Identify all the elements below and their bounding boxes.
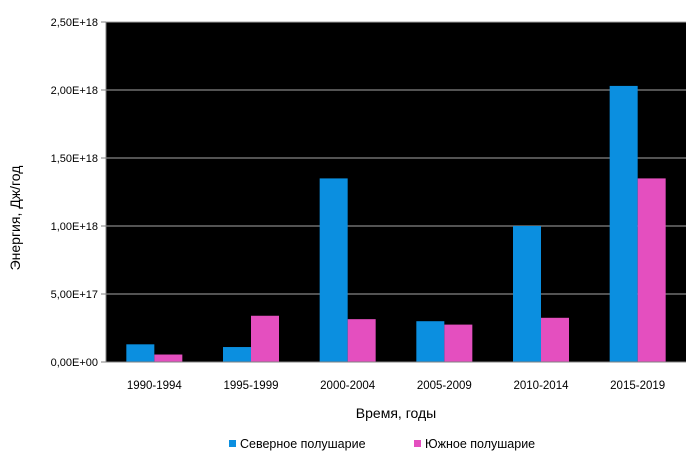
plot-area xyxy=(106,22,686,362)
x-tick-label: 2000-2004 xyxy=(320,380,376,392)
bar-south-1995-1999 xyxy=(251,315,279,362)
legend-label: Северное полушарие xyxy=(240,437,366,451)
x-tick-label: 2005-2009 xyxy=(417,380,472,392)
x-axis-title: Время, годы xyxy=(356,405,436,421)
legend-label: Южное полушарие xyxy=(425,437,535,451)
bar-north-2005-2009 xyxy=(416,321,445,362)
gridlines xyxy=(106,21,686,295)
bar-south-2005-2009 xyxy=(444,324,473,362)
y-tick-label: 1,00E+18 xyxy=(51,221,98,233)
y-axis-title: Энергия, Дж/год xyxy=(7,166,23,271)
bar-north-2000-2004 xyxy=(319,178,348,362)
x-tick-label: 2015-2019 xyxy=(610,380,665,392)
bar-north-1995-1999 xyxy=(223,347,251,362)
bar-north-1990-1994 xyxy=(126,344,155,362)
bar-south-2010-2014 xyxy=(541,317,569,362)
x-tick-label: 2010-2014 xyxy=(514,380,570,392)
y-tick-label: 0,00E+00 xyxy=(51,357,98,369)
bar-south-2015-2019 xyxy=(637,178,666,362)
y-tick-label: 5,00E+17 xyxy=(51,289,98,301)
bar-south-2000-2004 xyxy=(347,319,376,362)
y-tick-label: 2,50E+18 xyxy=(51,17,98,29)
x-axis-ticks: 1990-1994 1995-1999 2000-2004 2005-2009 2010… xyxy=(106,361,686,392)
y-tick-label: 1,50E+18 xyxy=(51,153,98,165)
x-tick-label: 1990-1994 xyxy=(127,380,183,392)
bar-north-2010-2014 xyxy=(513,226,541,362)
y-axis-ticks: 0,00E+00 5,00E+17 1,00E+18 1,50E+18 2,00E+18… xyxy=(51,17,107,369)
legend-swatch xyxy=(229,440,236,447)
legend-swatch xyxy=(414,440,421,447)
y-tick-label: 2,00E+18 xyxy=(51,85,98,97)
legend: Северное полушарие Южное полушарие xyxy=(229,437,535,451)
x-tick-label: 1995-1999 xyxy=(224,380,279,392)
bars xyxy=(126,85,666,363)
bar-south-1990-1994 xyxy=(154,354,183,362)
bar-north-2015-2019 xyxy=(609,85,638,363)
